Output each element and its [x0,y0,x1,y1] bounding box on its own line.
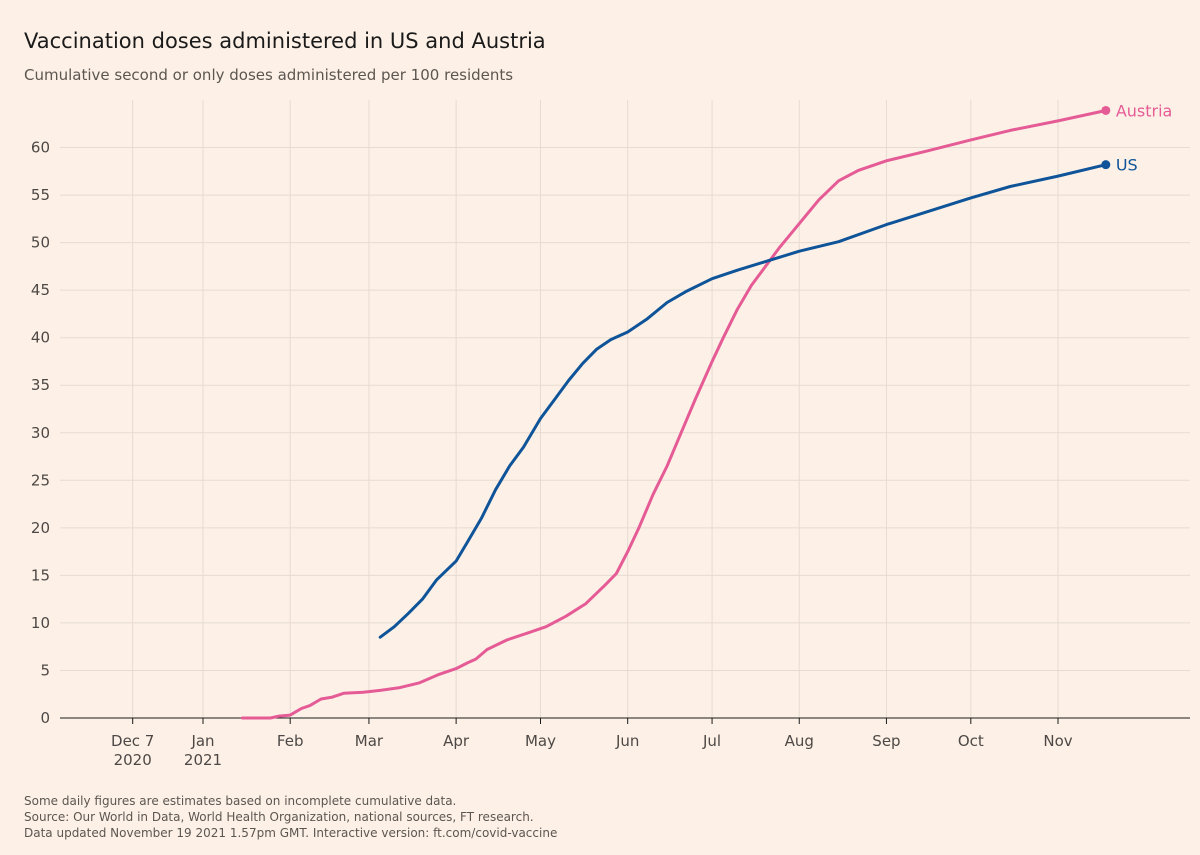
y-tick-label: 55 [31,186,50,204]
y-tick-label: 25 [31,471,50,489]
y-tick-label: 45 [31,281,50,299]
y-tick-label: 30 [31,424,50,442]
x-tick-label: Dec 7 [111,732,154,750]
x-tick-label: Oct [958,732,984,750]
y-tick-label: 10 [31,614,50,632]
footnotes: Some daily figures are estimates based o… [24,794,557,840]
x-tick-label: Aug [785,732,814,750]
x-tick-year-label: 2020 [114,751,152,769]
series-label-us: US [1116,156,1138,175]
series-layer: Austria US [240,101,1173,720]
x-tick-label: Mar [355,732,384,750]
footnote-estimates: Some daily figures are estimates based o… [24,794,456,808]
y-axis-tick-labels: 0 5 10 15 20 25 30 35 40 45 50 55 60 [31,139,50,727]
y-tick-label: 40 [31,329,50,347]
chart-title: Vaccination doses administered in US and… [24,29,546,53]
x-tick-label: Sep [872,732,900,750]
x-tick-label: Jul [702,732,721,750]
x-tick-year-label: 2021 [184,751,222,769]
y-tick-label: 60 [31,139,50,157]
x-tick-label: Feb [277,732,304,750]
y-tick-label: 35 [31,376,50,394]
footnote-source: Source: Our World in Data, World Health … [24,810,534,824]
y-tick-label: 5 [40,661,50,679]
y-gridlines [60,147,1190,671]
y-tick-label: 20 [31,519,50,537]
x-tick-label: Apr [443,732,470,750]
series-end-marker-austria [1101,105,1111,115]
y-tick-label: 0 [40,709,50,727]
x-gridlines [132,100,1059,724]
series-label-austria: Austria [1116,101,1173,120]
chart-subtitle: Cumulative second or only doses administ… [24,66,513,84]
footnote-updated: Data updated November 19 2021 1.57pm GMT… [24,826,557,840]
y-tick-label: 15 [31,566,50,584]
x-tick-label: May [525,732,556,750]
y-tick-label: 50 [31,234,50,252]
series-line-austria [240,109,1108,720]
x-tick-label: Jan [190,732,214,750]
x-tick-label: Nov [1043,732,1072,750]
x-tick-label: Jun [615,732,639,750]
series-end-marker-us [1101,160,1111,170]
series-line-us [378,163,1108,639]
